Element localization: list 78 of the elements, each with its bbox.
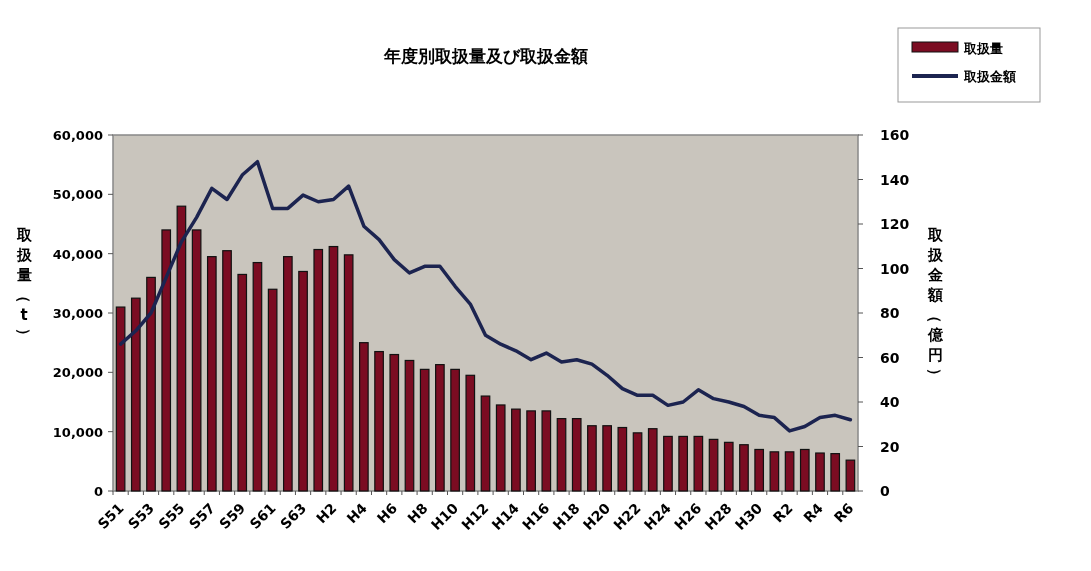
y-tick-label: 50,000 — [52, 187, 103, 203]
bar — [465, 374, 476, 492]
bar — [739, 444, 749, 492]
bar — [495, 404, 506, 492]
bar — [176, 205, 187, 492]
bar — [435, 364, 445, 492]
bar — [632, 432, 643, 492]
bar — [404, 359, 415, 492]
bar — [389, 353, 400, 492]
bar — [267, 288, 278, 492]
bar — [647, 428, 658, 492]
bar — [693, 435, 704, 492]
bar — [298, 270, 308, 492]
chart-title: 年度別取扱量及び取扱金額 — [382, 46, 588, 66]
y2-tick-label: 120 — [880, 216, 910, 232]
y-tick-label: 30,000 — [52, 306, 103, 321]
bar — [161, 229, 172, 492]
x-tick-label: R2 — [769, 499, 796, 526]
y2-tick-label: 40 — [880, 394, 900, 410]
bar — [419, 368, 430, 492]
x-tick-label: H4 — [343, 499, 371, 527]
legend-label: 取扱金額 — [963, 69, 1016, 84]
bar — [313, 248, 324, 492]
y2-tick-label: 100 — [880, 260, 910, 277]
y-tick-label: 40,000 — [52, 246, 103, 262]
y2-tick-label: 60 — [880, 349, 900, 366]
x-tick-label: R6 — [830, 499, 857, 526]
bar — [845, 459, 856, 492]
bar — [130, 297, 141, 492]
line-series — [118, 159, 853, 433]
bar — [723, 441, 734, 492]
bar — [541, 410, 552, 492]
legend-label: 取扱量 — [963, 41, 1003, 56]
bar — [237, 273, 248, 492]
bar — [602, 425, 612, 492]
bar — [830, 453, 841, 492]
bar — [663, 435, 673, 492]
bar — [526, 410, 536, 492]
bar — [815, 452, 825, 492]
bar — [784, 451, 795, 492]
bar — [282, 256, 293, 492]
bar — [374, 350, 384, 492]
x-tick-label: H6 — [373, 499, 401, 527]
bar — [556, 418, 567, 492]
y2-tick-label: 0 — [880, 483, 890, 499]
bar — [115, 306, 126, 492]
bar — [708, 438, 719, 492]
bar — [678, 435, 689, 492]
bar — [754, 448, 765, 492]
y-tick-label: 0 — [93, 484, 103, 499]
bar — [328, 245, 339, 492]
bar — [617, 426, 628, 492]
bar — [587, 425, 597, 492]
y-axis-title: 取扱量（t） — [15, 226, 33, 343]
bar — [571, 418, 582, 492]
y2-tick-label: 20 — [880, 438, 900, 455]
bar — [359, 342, 369, 492]
bar — [191, 229, 202, 492]
y2-tick-label: 140 — [880, 171, 910, 188]
x-tick-label: H2 — [313, 499, 340, 527]
x-tick-label: R4 — [800, 499, 827, 526]
bar — [769, 451, 780, 492]
bar — [511, 408, 521, 492]
bar — [206, 256, 217, 492]
bar — [480, 395, 491, 492]
bar — [343, 254, 354, 492]
y2-axis-title: 取扱金額（億円） — [926, 226, 944, 383]
y-tick-label: 60,000 — [52, 128, 103, 143]
bar — [222, 250, 232, 492]
bar — [799, 448, 810, 492]
x-tick-label: H8 — [404, 499, 431, 527]
y2-tick-label: 80 — [880, 305, 900, 321]
bar — [146, 276, 156, 492]
y2-tick-label: 160 — [880, 127, 910, 143]
bar — [450, 368, 460, 492]
y-tick-label: 10,000 — [52, 424, 103, 440]
y-tick-label: 20,000 — [52, 365, 103, 381]
bar — [252, 261, 263, 492]
